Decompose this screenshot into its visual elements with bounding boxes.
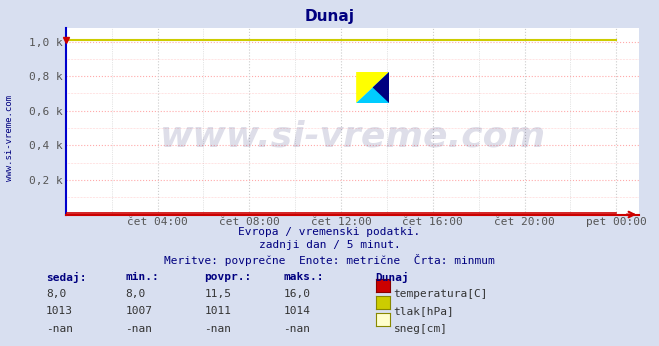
Text: povpr.:: povpr.: [204, 272, 252, 282]
Text: tlak[hPa]: tlak[hPa] [393, 306, 454, 316]
Text: sedaj:: sedaj: [46, 272, 86, 283]
Text: zadnji dan / 5 minut.: zadnji dan / 5 minut. [258, 240, 401, 251]
Polygon shape [356, 72, 389, 103]
Text: -nan: -nan [204, 324, 231, 334]
Text: maks.:: maks.: [283, 272, 324, 282]
Text: www.si-vreme.com: www.si-vreme.com [159, 119, 546, 153]
Text: 8,0: 8,0 [125, 289, 146, 299]
Text: min.:: min.: [125, 272, 159, 282]
Text: -nan: -nan [46, 324, 73, 334]
Text: temperatura[C]: temperatura[C] [393, 289, 488, 299]
Text: 1011: 1011 [204, 306, 231, 316]
Text: Dunaj: Dunaj [304, 9, 355, 24]
Text: Evropa / vremenski podatki.: Evropa / vremenski podatki. [239, 227, 420, 237]
Text: -nan: -nan [283, 324, 310, 334]
Text: sneg[cm]: sneg[cm] [393, 324, 447, 334]
Text: 1007: 1007 [125, 306, 152, 316]
Text: 1013: 1013 [46, 306, 73, 316]
Polygon shape [372, 72, 389, 103]
Text: Meritve: povprečne  Enote: metrične  Črta: minmum: Meritve: povprečne Enote: metrične Črta:… [164, 254, 495, 266]
Text: 11,5: 11,5 [204, 289, 231, 299]
Text: -nan: -nan [125, 324, 152, 334]
Polygon shape [356, 72, 389, 103]
Text: 1014: 1014 [283, 306, 310, 316]
Text: 8,0: 8,0 [46, 289, 67, 299]
Text: 16,0: 16,0 [283, 289, 310, 299]
Text: www.si-vreme.com: www.si-vreme.com [5, 95, 14, 181]
Text: Dunaj: Dunaj [376, 272, 409, 283]
